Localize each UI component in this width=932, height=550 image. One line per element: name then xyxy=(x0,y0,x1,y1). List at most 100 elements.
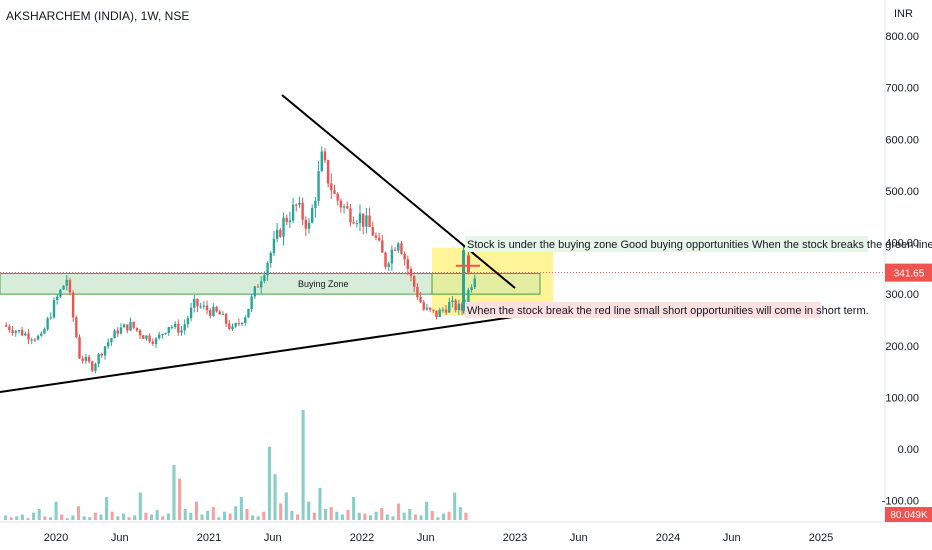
candle-body xyxy=(234,323,237,327)
volume-bar xyxy=(262,511,266,520)
candle-body xyxy=(260,281,263,288)
candle-body xyxy=(17,330,21,332)
currency-label: INR xyxy=(894,8,913,20)
volume-bar xyxy=(408,509,412,520)
volume-bar xyxy=(48,517,53,520)
candle-body xyxy=(467,289,470,305)
volume-bar xyxy=(32,512,36,520)
volume-bar xyxy=(194,501,198,520)
candle-body xyxy=(27,333,30,340)
candle-body xyxy=(8,326,11,331)
volume-bar xyxy=(335,511,339,520)
candle-body xyxy=(148,335,151,342)
candle-body xyxy=(24,333,27,336)
candle-body xyxy=(467,255,470,273)
y-tick-label: 0.00 xyxy=(898,444,919,456)
candle-body xyxy=(221,313,225,315)
candle-body xyxy=(97,353,100,364)
candle-body xyxy=(49,317,53,319)
volume-bar xyxy=(413,514,417,520)
candle-body xyxy=(36,335,40,340)
volume-bar xyxy=(228,513,232,520)
y-tick-label: 800.00 xyxy=(885,31,919,43)
candle-body xyxy=(269,252,272,263)
volume-bar xyxy=(65,518,69,520)
volume-bar xyxy=(161,516,165,520)
candle-body xyxy=(304,219,308,229)
volume-bar xyxy=(436,517,440,520)
candle-body xyxy=(71,292,75,318)
volume-bar xyxy=(374,511,378,520)
candle-body xyxy=(65,279,68,286)
candle-body xyxy=(52,300,56,318)
candle-body xyxy=(196,298,199,307)
candle-body xyxy=(428,307,432,310)
volume-bar xyxy=(116,516,120,520)
candle-body xyxy=(279,229,282,237)
x-tick-label: Jun xyxy=(264,532,282,544)
volume-bar xyxy=(385,514,389,520)
volume-bar xyxy=(37,509,41,520)
candle-body xyxy=(116,330,119,334)
volume-bar xyxy=(307,501,311,520)
candle-body xyxy=(103,346,107,356)
candle-body xyxy=(342,206,346,208)
annotation-short-text: When the stock break the red line small … xyxy=(467,305,869,317)
volume-bar xyxy=(9,517,13,520)
candle-body xyxy=(113,330,116,339)
y-tick-label: 400.00 xyxy=(885,238,919,250)
candle-body xyxy=(413,276,416,287)
volume-bar xyxy=(54,501,58,520)
candle-body xyxy=(154,338,158,344)
candle-body xyxy=(377,237,381,241)
volume-bar xyxy=(121,513,125,520)
price-candles xyxy=(5,146,480,374)
candle-body xyxy=(167,327,170,333)
candle-body xyxy=(56,296,59,301)
volume-bar xyxy=(368,515,373,520)
candle-body xyxy=(425,307,429,310)
volume-bar xyxy=(239,497,243,520)
candle-body xyxy=(81,358,84,361)
volume-bar xyxy=(453,492,457,520)
volume-badge xyxy=(885,507,932,522)
volume-bar xyxy=(200,514,204,520)
candle-body xyxy=(224,313,228,324)
candle-body xyxy=(317,171,320,201)
candle-body xyxy=(263,275,266,282)
volume-bar xyxy=(20,514,24,520)
candle-body xyxy=(218,311,221,315)
candle-body xyxy=(244,317,247,323)
candle-body xyxy=(14,331,17,334)
volume-bars xyxy=(4,410,468,520)
volume-bar xyxy=(217,517,221,520)
candle-body xyxy=(145,335,148,339)
candle-body xyxy=(78,337,81,359)
candle-body xyxy=(374,235,378,238)
volume-bar xyxy=(284,492,288,520)
volume-bar xyxy=(172,465,176,520)
volume-bar xyxy=(149,514,154,520)
candle-body xyxy=(285,217,288,223)
candle-body xyxy=(212,306,215,316)
candle-body xyxy=(362,213,365,227)
annotation-buy-text: Stock is under the buying zone Good buyi… xyxy=(467,239,932,251)
candle-body xyxy=(438,309,441,318)
volume-bar xyxy=(279,503,283,520)
candle-body xyxy=(250,296,253,309)
candle-body xyxy=(186,318,190,325)
candle-body xyxy=(298,202,301,205)
candle-body xyxy=(231,326,234,330)
candle-body xyxy=(132,321,135,328)
candle-body xyxy=(142,335,145,339)
candle-body xyxy=(247,308,250,318)
candle-body xyxy=(387,263,390,267)
candle-body xyxy=(384,252,387,267)
volume-bar xyxy=(99,514,103,520)
volume-bar xyxy=(144,512,148,520)
candle-body xyxy=(62,285,65,290)
candle-body xyxy=(180,330,183,333)
candle-body xyxy=(432,309,435,311)
candle-body xyxy=(253,286,257,297)
